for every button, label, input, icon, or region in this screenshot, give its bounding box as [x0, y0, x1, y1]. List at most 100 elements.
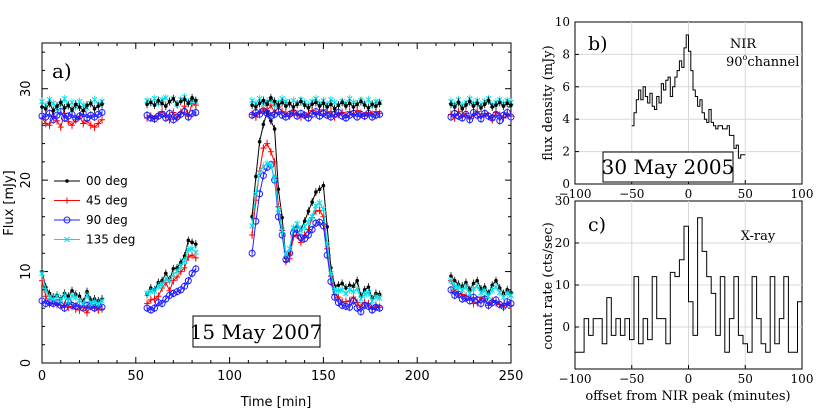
a-data-point	[275, 206, 282, 213]
a-data-point	[286, 110, 294, 118]
panel-a-frame	[41, 42, 512, 364]
a-data-point	[68, 301, 76, 309]
a-data-point	[265, 102, 269, 107]
a-data-point	[459, 287, 466, 293]
a-data-point	[458, 295, 466, 303]
a-data-point	[280, 100, 284, 105]
b-x-tick-label: 100	[791, 187, 814, 201]
a-data-point	[286, 245, 293, 252]
a-data-point	[473, 111, 481, 119]
c-series-line	[575, 217, 802, 353]
a-data-point	[485, 293, 492, 300]
a-data-point	[186, 238, 191, 243]
a-data-point	[69, 122, 76, 129]
a-data-point	[338, 112, 346, 120]
a-data-point	[151, 304, 159, 312]
a-data-point	[353, 304, 361, 312]
a-data-point	[92, 107, 97, 111]
a-data-point	[347, 283, 352, 288]
a-data-point	[181, 282, 189, 290]
a-data-point	[449, 274, 453, 278]
b-y-tick-label: 10	[555, 15, 570, 29]
a-data-point	[320, 213, 327, 220]
a-data-point	[340, 100, 344, 105]
a-data-point	[257, 139, 262, 144]
a-data-point	[84, 292, 90, 299]
a-data-point	[344, 104, 348, 108]
a-data-point	[177, 286, 185, 294]
a-data-point	[43, 107, 48, 111]
a-y-tick-label: 10	[19, 263, 34, 280]
a-data-point	[355, 278, 359, 283]
a-data-point	[264, 160, 270, 167]
a-data-point	[154, 299, 162, 307]
panel-a-ticks: 0 50 100 150 200 250 0 10 20 30	[19, 43, 523, 384]
panel-a-date: 15 May 2007	[190, 320, 323, 344]
a-data-point	[283, 251, 289, 258]
a-data-point	[471, 104, 476, 108]
panel-b-series	[631, 34, 746, 159]
a-data-point	[170, 271, 177, 278]
a-data-point	[310, 102, 314, 107]
c-x-tick-label: 50	[738, 372, 753, 386]
a-data-point	[297, 109, 305, 117]
a-data-point	[42, 120, 49, 127]
a-data-point	[331, 293, 339, 301]
a-data-point	[184, 277, 192, 285]
a-data-point	[267, 148, 274, 155]
a-data-point	[501, 104, 506, 108]
a-data-point	[179, 99, 183, 104]
a-data-point	[166, 116, 173, 123]
a-data-point	[336, 283, 341, 288]
b-y-tick-label: 2	[562, 145, 570, 159]
a-data-point	[42, 287, 49, 293]
a-data-point	[355, 102, 359, 107]
b-x-tick-label: 0	[685, 187, 693, 201]
a-data-point	[507, 113, 515, 121]
panel-b: −100 −50 0 50 100 0 2 4 6 8 10 b) NIR 90ochannel f…	[541, 15, 813, 201]
a-data-point	[40, 105, 44, 109]
a-y-tick-label: 20	[19, 172, 34, 189]
panel-b-date-frame	[602, 151, 734, 183]
a-data-point	[260, 163, 267, 170]
a-data-point	[304, 114, 312, 122]
a-data-point	[309, 213, 315, 220]
panel-c: −100 −50 0 50 100 0 10 20 30 c) X-ray count rate…	[541, 194, 813, 404]
a-data-point	[147, 114, 155, 122]
a-data-point	[376, 295, 383, 301]
a-data-point	[164, 271, 168, 276]
c-y-tick-label: 20	[555, 236, 570, 250]
a-data-point	[456, 100, 461, 105]
a-data-point	[272, 127, 277, 131]
panel-c-label: c)	[588, 214, 606, 236]
a-data-point	[42, 300, 50, 308]
a-data-point	[65, 297, 72, 304]
a-data-point	[76, 297, 83, 304]
a-data-point	[362, 288, 367, 292]
panel-c-ylabel: count rate (cts/sec)	[541, 222, 556, 350]
panel-b-channel-word: channel	[747, 55, 799, 70]
a-y-tick-label: 30	[19, 80, 34, 97]
panel-a-series	[38, 92, 515, 317]
a-data-point	[328, 96, 334, 103]
a-data-point	[332, 107, 337, 111]
a-data-point	[88, 101, 93, 106]
a-data-point	[249, 97, 255, 104]
a-data-point	[452, 278, 457, 283]
a-data-point	[189, 252, 196, 259]
a-data-point	[99, 297, 105, 304]
a-data-point	[477, 300, 485, 308]
a-x-tick-label: 250	[499, 369, 524, 384]
a-data-point	[366, 285, 371, 289]
a-data-point	[164, 104, 168, 108]
a-data-point	[452, 105, 457, 109]
a-data-point	[192, 249, 199, 256]
a-data-point	[448, 277, 454, 284]
a-data-point	[504, 290, 511, 297]
a-data-point	[493, 284, 499, 290]
a-data-point	[154, 112, 162, 120]
a-data-point	[509, 103, 513, 107]
a-data-point	[151, 95, 158, 102]
a-data-point	[83, 301, 91, 309]
a-data-point	[494, 103, 498, 107]
